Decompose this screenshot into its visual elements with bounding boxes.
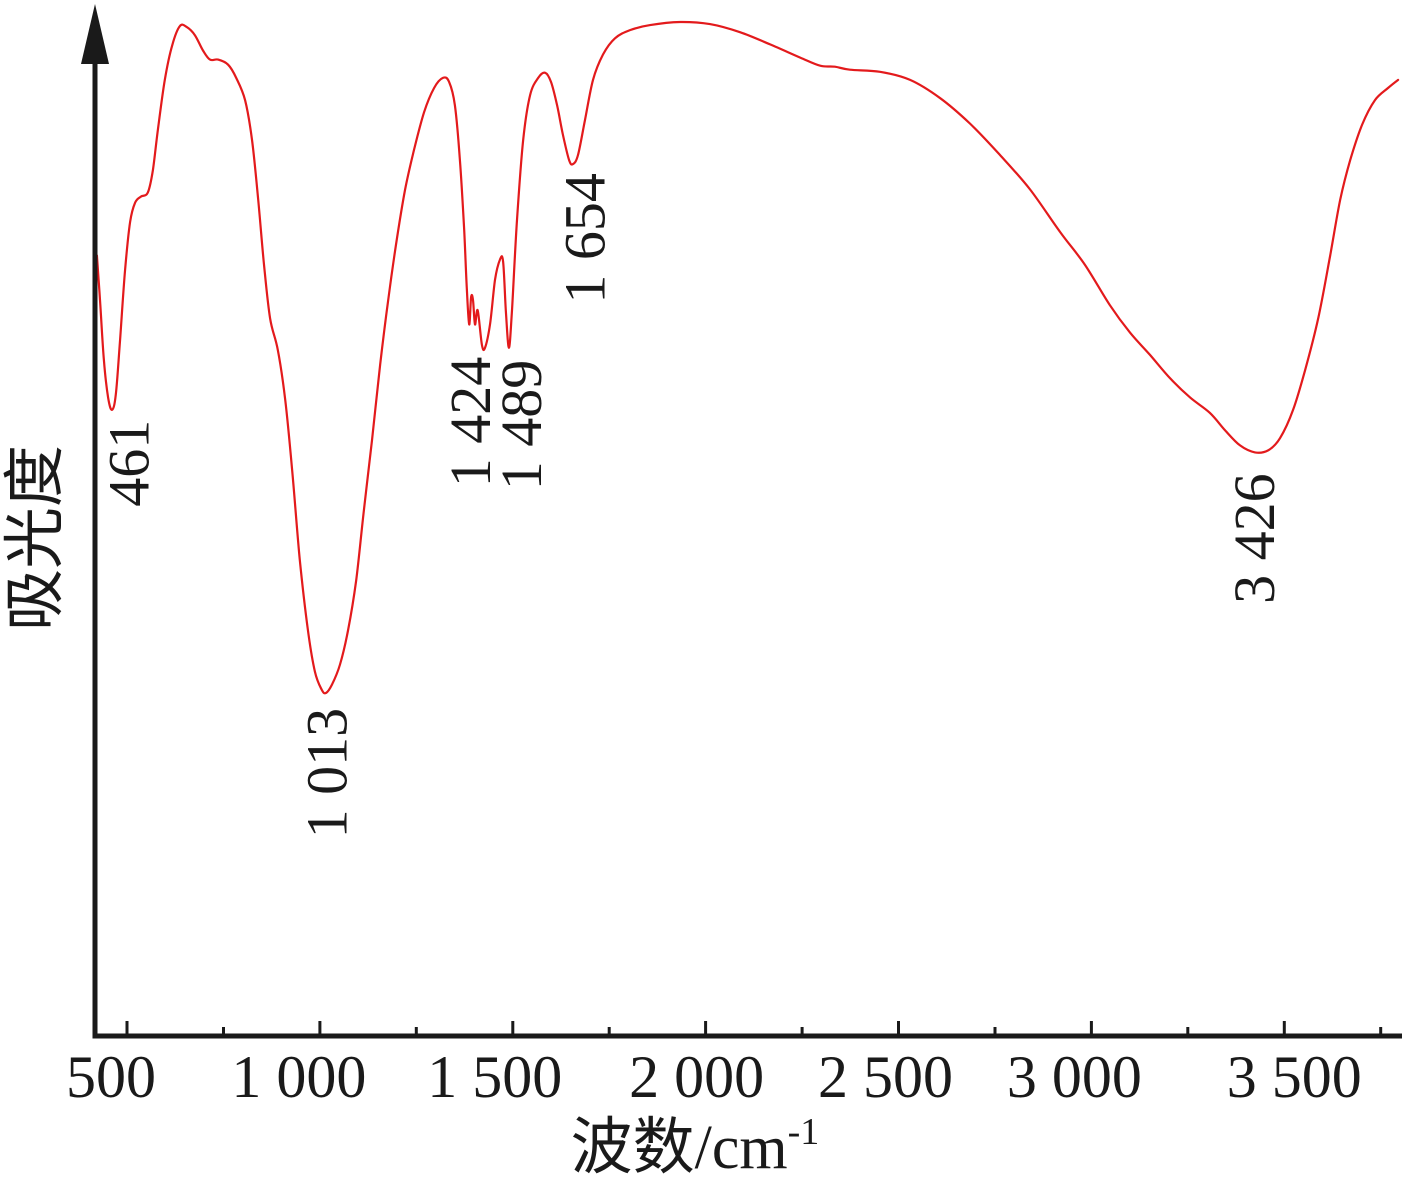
x-tick-label: 3 500 bbox=[1227, 1044, 1362, 1110]
x-axis-label: 波数/cm-1 bbox=[571, 1111, 820, 1181]
peak-label: 1 013 bbox=[294, 708, 359, 839]
peak-label: 1 489 bbox=[489, 360, 554, 491]
peak-label: 3 426 bbox=[1222, 473, 1287, 604]
x-tick-label: 2 500 bbox=[818, 1044, 953, 1110]
spectrum-curve bbox=[95, 20, 1400, 695]
x-tick-label: 1 500 bbox=[427, 1044, 562, 1110]
y-axis-label: 吸光度 bbox=[2, 445, 70, 631]
x-axis-tick-labels: 500 1 000 1 500 2 000 2 500 3 000 3 500 bbox=[66, 1044, 1362, 1110]
x-axis-label-superscript: -1 bbox=[788, 1111, 820, 1153]
x-tick-label: 3 000 bbox=[1007, 1044, 1142, 1110]
peak-label: 1 424 bbox=[438, 357, 503, 488]
x-tick-label: 1 000 bbox=[231, 1044, 366, 1110]
peak-label: 1 654 bbox=[553, 173, 618, 304]
x-tick-label: 500 bbox=[66, 1044, 156, 1110]
x-tick-label: 2 000 bbox=[629, 1044, 764, 1110]
y-axis-arrow bbox=[81, 4, 109, 64]
peak-label: 461 bbox=[97, 420, 162, 507]
x-axis-label-text: 波数/cm bbox=[571, 1114, 788, 1181]
